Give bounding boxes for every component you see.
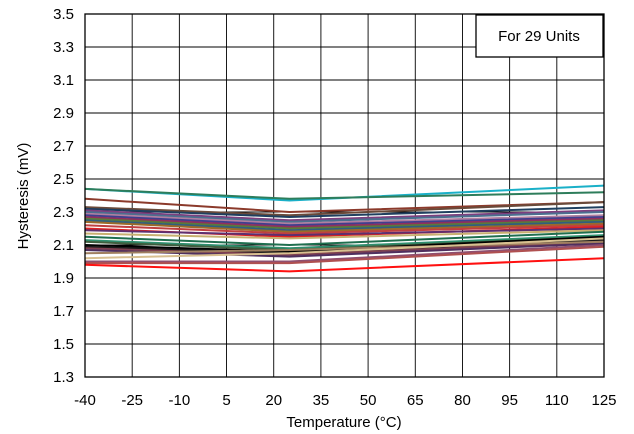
series-lines <box>84 184 605 273</box>
series-line <box>84 209 605 222</box>
x-tick-label: 110 <box>545 392 569 409</box>
series-line <box>84 240 605 255</box>
x-tick-label: 65 <box>407 392 424 409</box>
series-line <box>84 257 605 273</box>
series-line <box>84 216 605 228</box>
series-line <box>84 214 605 227</box>
series-line <box>84 237 605 260</box>
x-tick-label: 5 <box>222 392 230 409</box>
y-tick-label: 1.5 <box>53 336 74 353</box>
y-tick-label: 3.5 <box>53 6 74 23</box>
x-tick-label: 20 <box>265 392 282 409</box>
series-line <box>85 244 605 263</box>
x-axis-label: Temperature (°C) <box>286 414 401 431</box>
x-tick-label: 125 <box>591 392 616 409</box>
y-tick-label: 2.3 <box>53 204 74 221</box>
series-line <box>84 212 605 225</box>
x-tick-label: 95 <box>501 392 518 409</box>
y-tick-label: 2.7 <box>53 138 74 155</box>
y-tick-label: 2.5 <box>53 171 74 188</box>
y-tick-label: 3.1 <box>53 72 74 89</box>
series-line <box>84 211 605 223</box>
series-line <box>84 224 605 235</box>
series-line <box>84 240 605 256</box>
y-tick-label: 1.3 <box>53 369 74 386</box>
series-line <box>84 206 605 219</box>
series-line <box>84 220 605 233</box>
series-line <box>84 219 605 232</box>
y-tick-label: 3.3 <box>53 39 74 56</box>
series-line <box>84 229 605 240</box>
x-tick-label: -40 <box>74 392 96 409</box>
y-tick-label: 2.1 <box>53 237 74 254</box>
x-tick-label: -25 <box>121 392 143 409</box>
plot-frame <box>84 13 605 378</box>
legend-frame <box>475 14 604 58</box>
y-tick-label: 2.9 <box>53 105 74 122</box>
legend-annotation: For 29 Units <box>498 28 580 45</box>
series-line <box>84 234 605 250</box>
y-axis-label: Hysteresis (mV) <box>15 143 32 250</box>
series-line <box>84 235 605 253</box>
series-line <box>85 245 605 265</box>
series-line <box>84 217 605 230</box>
x-tick-labels: -40 -25 -10 5 20 35 50 65 80 95 110 125 <box>74 392 616 409</box>
x-tick-label: -10 <box>169 392 191 409</box>
series-line <box>84 230 605 247</box>
x-tick-label: 35 <box>313 392 330 409</box>
series-line <box>84 227 605 237</box>
legend-box: For 29 Units <box>475 14 604 58</box>
x-tick-label: 80 <box>454 392 471 409</box>
x-tick-label: 50 <box>360 392 377 409</box>
series-line <box>84 201 605 217</box>
y-tick-labels: 1.3 1.5 1.7 1.9 2.1 2.3 2.5 2.7 2.9 3.1 3.3 3.5 <box>53 6 74 386</box>
series-line <box>84 187 605 200</box>
y-tick-label: 1.7 <box>53 303 74 320</box>
y-tick-label: 1.9 <box>53 270 74 287</box>
series-line <box>84 197 605 214</box>
